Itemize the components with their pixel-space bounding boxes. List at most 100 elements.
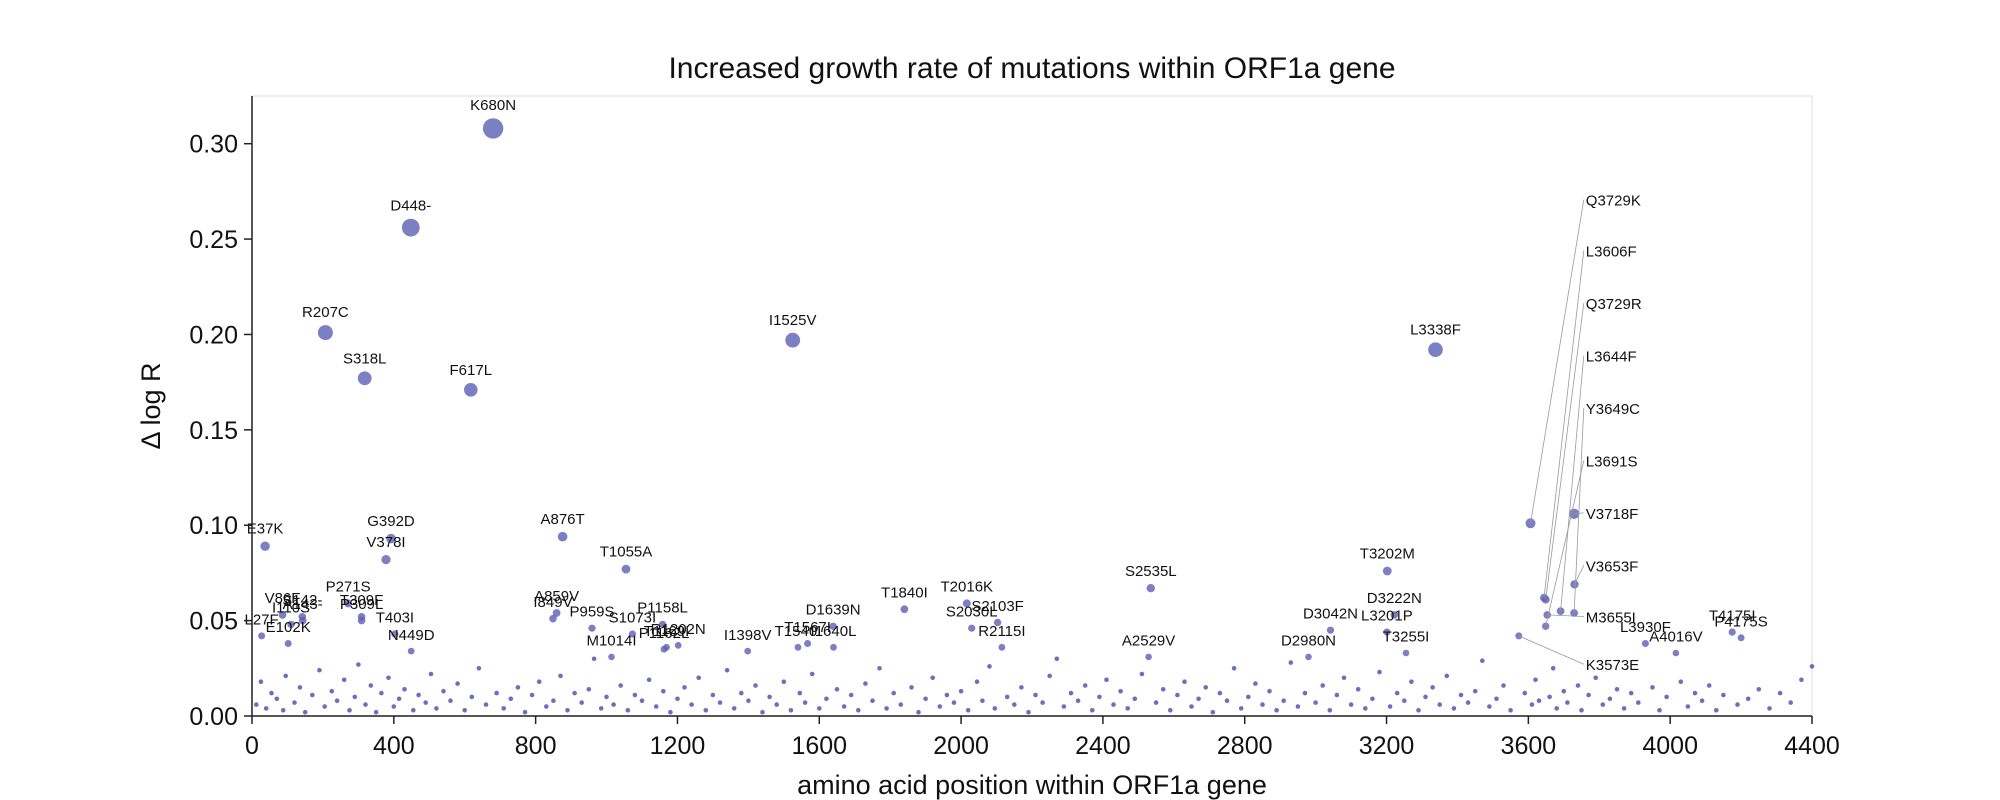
data-point-small: [1607, 696, 1613, 702]
point-label: E102K: [266, 619, 311, 636]
data-point-small: [930, 675, 935, 681]
data-point: [1326, 626, 1335, 634]
data-point-small: [1047, 673, 1052, 679]
data-point-small: [274, 696, 280, 702]
point-label: L3644F: [1586, 349, 1637, 366]
point-label: K680N: [470, 97, 516, 114]
data-point-small: [898, 702, 904, 707]
point-label: D3222N: [1367, 590, 1422, 607]
data-point-small: [987, 664, 992, 669]
labels-layer: K680N D448- R207C I1525V L3338F S318L F617L E37…: [244, 97, 1767, 674]
data-point-small: [565, 708, 570, 713]
label-leader-line: [1518, 635, 1584, 665]
point-label: V3718F: [1586, 506, 1639, 523]
data-point-small: [1487, 704, 1492, 709]
point-label: G392D: [367, 513, 415, 530]
data-point-small: [1394, 690, 1400, 696]
data-point-small: [1246, 694, 1251, 700]
x-tick-label: 400: [373, 732, 415, 760]
data-point-small: [1529, 702, 1535, 707]
data-point-small: [586, 687, 592, 692]
point-label: D448-: [390, 198, 431, 215]
data-point-small: [1600, 702, 1606, 707]
point-label: I849V: [533, 594, 572, 611]
data-point-small: [1175, 692, 1180, 698]
label-leader-line: [1560, 355, 1585, 612]
data-point: [674, 642, 682, 649]
point-label: P309L: [340, 596, 383, 613]
point-label: M1014I: [586, 633, 636, 650]
data-point: [401, 218, 420, 237]
point-label: T4175I: [1709, 608, 1756, 625]
data-point-small: [863, 681, 868, 686]
data-point: [317, 325, 333, 341]
data-point-small: [462, 708, 468, 713]
data-point-small: [1313, 700, 1318, 705]
x-tick-label: 3600: [1501, 732, 1557, 760]
data-point-small: [501, 706, 507, 711]
data-point: [549, 614, 557, 623]
data-point-small: [396, 696, 402, 702]
point-label: A876T: [540, 511, 584, 528]
point-label: Q3729R: [1586, 296, 1642, 313]
data-point-small: [1274, 708, 1279, 713]
point-label: V378I: [366, 534, 405, 551]
data-point-small: [611, 702, 616, 707]
data-point-small: [1508, 708, 1513, 713]
label-leader-line: [1543, 250, 1585, 598]
point-label: R207C: [302, 304, 349, 321]
data-point: [464, 383, 478, 397]
data-point: [1672, 649, 1680, 657]
data-point-small: [724, 667, 730, 673]
data-point-small: [689, 702, 694, 707]
data-point-small: [428, 671, 434, 677]
data-point-small: [1348, 702, 1354, 707]
data-point: [993, 618, 1002, 627]
point-label: P1162L: [639, 625, 690, 642]
point-label: K3573E: [1586, 657, 1639, 674]
data-point-small: [1745, 696, 1751, 702]
point-label: T403I: [376, 609, 414, 626]
x-tick-label: 2800: [1217, 732, 1273, 760]
point-label: L3201P: [1361, 608, 1413, 625]
data-point-small: [329, 688, 335, 694]
data-point-small: [974, 679, 980, 684]
data-point: [381, 555, 391, 565]
data-point-small: [423, 700, 429, 705]
data-point-small: [1430, 685, 1435, 690]
data-point-small: [1409, 679, 1414, 684]
data-point-small: [1706, 683, 1712, 688]
data-point-small: [476, 666, 482, 671]
data-point-small: [1377, 669, 1382, 675]
data-point-small: [1370, 696, 1375, 702]
data-point-small: [322, 704, 328, 709]
label-leader-line: [1574, 512, 1584, 515]
data-point-small: [1416, 708, 1421, 713]
data-point-small: [1082, 683, 1088, 688]
data-point-small: [1203, 685, 1208, 690]
data-point-small: [1636, 700, 1641, 705]
data-point: [744, 647, 752, 655]
point-label: D1639N: [806, 602, 861, 619]
point-label: I1525V: [769, 312, 817, 329]
x-tick-label: 0: [245, 732, 259, 760]
point-label: S2535L: [1125, 563, 1177, 580]
x-tick-label: 2000: [933, 732, 989, 760]
data-point-small: [317, 667, 322, 673]
data-point-small: [544, 704, 549, 709]
data-point-small: [356, 662, 361, 667]
data-point-small: [884, 706, 889, 711]
data-point-small: [310, 692, 315, 698]
data-point-small: [767, 694, 772, 700]
data-point-small: [1788, 700, 1793, 705]
label-leader-line: [1547, 614, 1584, 617]
data-point-small: [455, 681, 460, 686]
data-point-small: [682, 685, 687, 690]
data-point-small: [1132, 696, 1138, 702]
point-label: A2529V: [1122, 633, 1175, 650]
data-point: [298, 616, 307, 625]
data-point-small: [739, 690, 744, 696]
label-leader-line: [1545, 303, 1585, 600]
point-label: S1073I: [609, 609, 657, 626]
data-point-small: [1253, 681, 1258, 686]
